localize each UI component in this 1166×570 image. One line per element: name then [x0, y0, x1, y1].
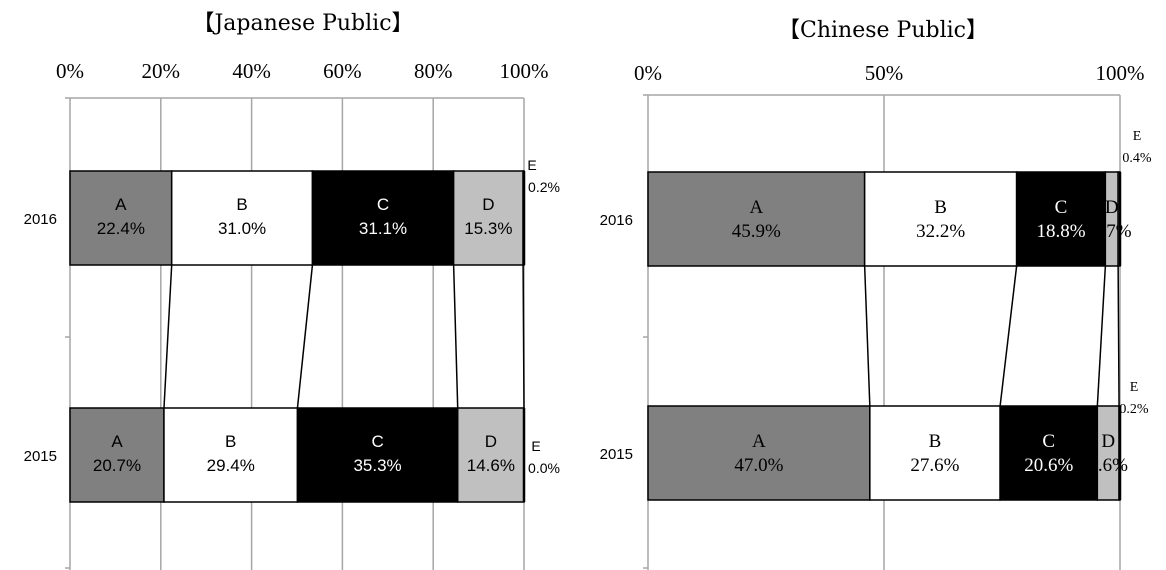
segment-name-label: A: [749, 197, 763, 218]
segment-value-label: 45.9%: [732, 221, 781, 242]
series-connector-line: [163, 264, 173, 409]
segment-name-label-e: E: [1130, 380, 1139, 395]
segment-name-label: A: [752, 431, 766, 452]
x-tick-label: 20%: [142, 59, 181, 83]
segment-value-label: 27.6%: [910, 455, 959, 476]
segment-name-label-e: E: [531, 438, 540, 454]
bar-segment-c: [296, 407, 459, 503]
segment-value-label: 22.4%: [97, 219, 145, 238]
segment-value-label-e: 0.4%: [1122, 151, 1152, 166]
bar-segment-b: [869, 405, 1001, 501]
bar-segment-c: [311, 170, 455, 266]
segment-value-label: 31.0%: [218, 219, 266, 238]
segment-name-label: D: [485, 432, 497, 451]
series-connector-line: [1117, 265, 1120, 407]
bar-segment-b: [863, 171, 1018, 267]
segment-value-label-e: 0.2%: [528, 179, 560, 195]
segment-value-label: 4.6%: [1088, 455, 1128, 476]
segment-value-label: 15.3%: [464, 219, 512, 238]
segment-name-label-e: E: [527, 157, 536, 173]
x-tick-label: 40%: [232, 59, 271, 83]
category-label: 2016: [600, 212, 633, 229]
bar-segment-a: [647, 405, 871, 501]
bar-segment-a: [69, 170, 173, 266]
segment-value-label: 20.7%: [93, 456, 141, 475]
segment-value-label: 31.1%: [359, 219, 407, 238]
segment-value-label: 29.4%: [207, 456, 255, 475]
segment-value-label-e: 0.2%: [1119, 402, 1149, 417]
x-tick-label: 50%: [865, 61, 904, 85]
series-connector-line: [999, 265, 1018, 407]
x-tick-label: 100%: [500, 59, 549, 83]
segment-name-label: D: [482, 195, 494, 214]
japanese-public-chart: 【Japanese Public】 0% 20% 40% 60% 80% 100% A 22.4…: [24, 11, 560, 570]
x-tick-label: 80%: [414, 59, 453, 83]
bar-segment-a: [647, 171, 866, 267]
bar-segment-d: [1104, 171, 1119, 267]
segment-name-label: D: [1101, 431, 1115, 452]
segment-name-label: B: [934, 197, 947, 218]
bar-segment-c: [999, 405, 1099, 501]
segment-name-label: C: [377, 195, 389, 214]
segment-value-label: 47.0%: [734, 455, 783, 476]
segment-value-label: 35.3%: [353, 456, 401, 475]
x-tick-label: 60%: [323, 59, 362, 83]
series-connector-line: [863, 265, 871, 407]
segment-value-label: 32.2%: [916, 221, 965, 242]
bar-segment-d: [456, 407, 525, 503]
series-connector-line: [1096, 265, 1107, 407]
chart-title: 【Chinese Public】: [778, 18, 988, 43]
segment-name-label: C: [1042, 431, 1055, 452]
bar-segment-d: [1096, 405, 1120, 501]
bar-segment-a: [69, 407, 165, 503]
series-connector-line: [452, 264, 459, 409]
segment-name-label-e: E: [1133, 129, 1142, 144]
bar-segment-c: [1015, 171, 1107, 267]
bar-segment-d: [452, 170, 524, 266]
category-label: 2015: [24, 448, 57, 465]
segment-name-label: C: [371, 432, 383, 451]
bar-segment-b: [163, 407, 299, 503]
segment-name-label: D: [1105, 197, 1119, 218]
chinese-public-chart: 【Chinese Public】 0% 50% 100% A 45.9% B 32.2% C 18…: [600, 18, 1152, 570]
segment-value-label: 14.6%: [467, 456, 515, 475]
x-tick-label: 0%: [56, 59, 84, 83]
chart-title: 【Japanese Public】: [192, 11, 413, 36]
segment-name-label: B: [929, 431, 942, 452]
bar-segment-b: [170, 170, 314, 266]
segment-value-label: 2.7%: [1092, 221, 1132, 242]
x-tick-label: 0%: [634, 61, 662, 85]
segment-value-label: 20.6%: [1024, 455, 1073, 476]
category-label: 2015: [600, 446, 633, 463]
segment-value-label: 18.8%: [1036, 221, 1085, 242]
segment-name-label: B: [225, 432, 236, 451]
x-tick-label: 100%: [1096, 61, 1145, 85]
segment-name-label: A: [115, 195, 127, 214]
series-connector-line: [296, 264, 314, 409]
segment-name-label: B: [236, 195, 247, 214]
segment-name-label: A: [111, 432, 123, 451]
series-connector-line: [522, 264, 525, 409]
segment-name-label: C: [1055, 197, 1068, 218]
segment-value-label-e: 0.0%: [528, 460, 560, 476]
category-label: 2016: [24, 211, 57, 228]
